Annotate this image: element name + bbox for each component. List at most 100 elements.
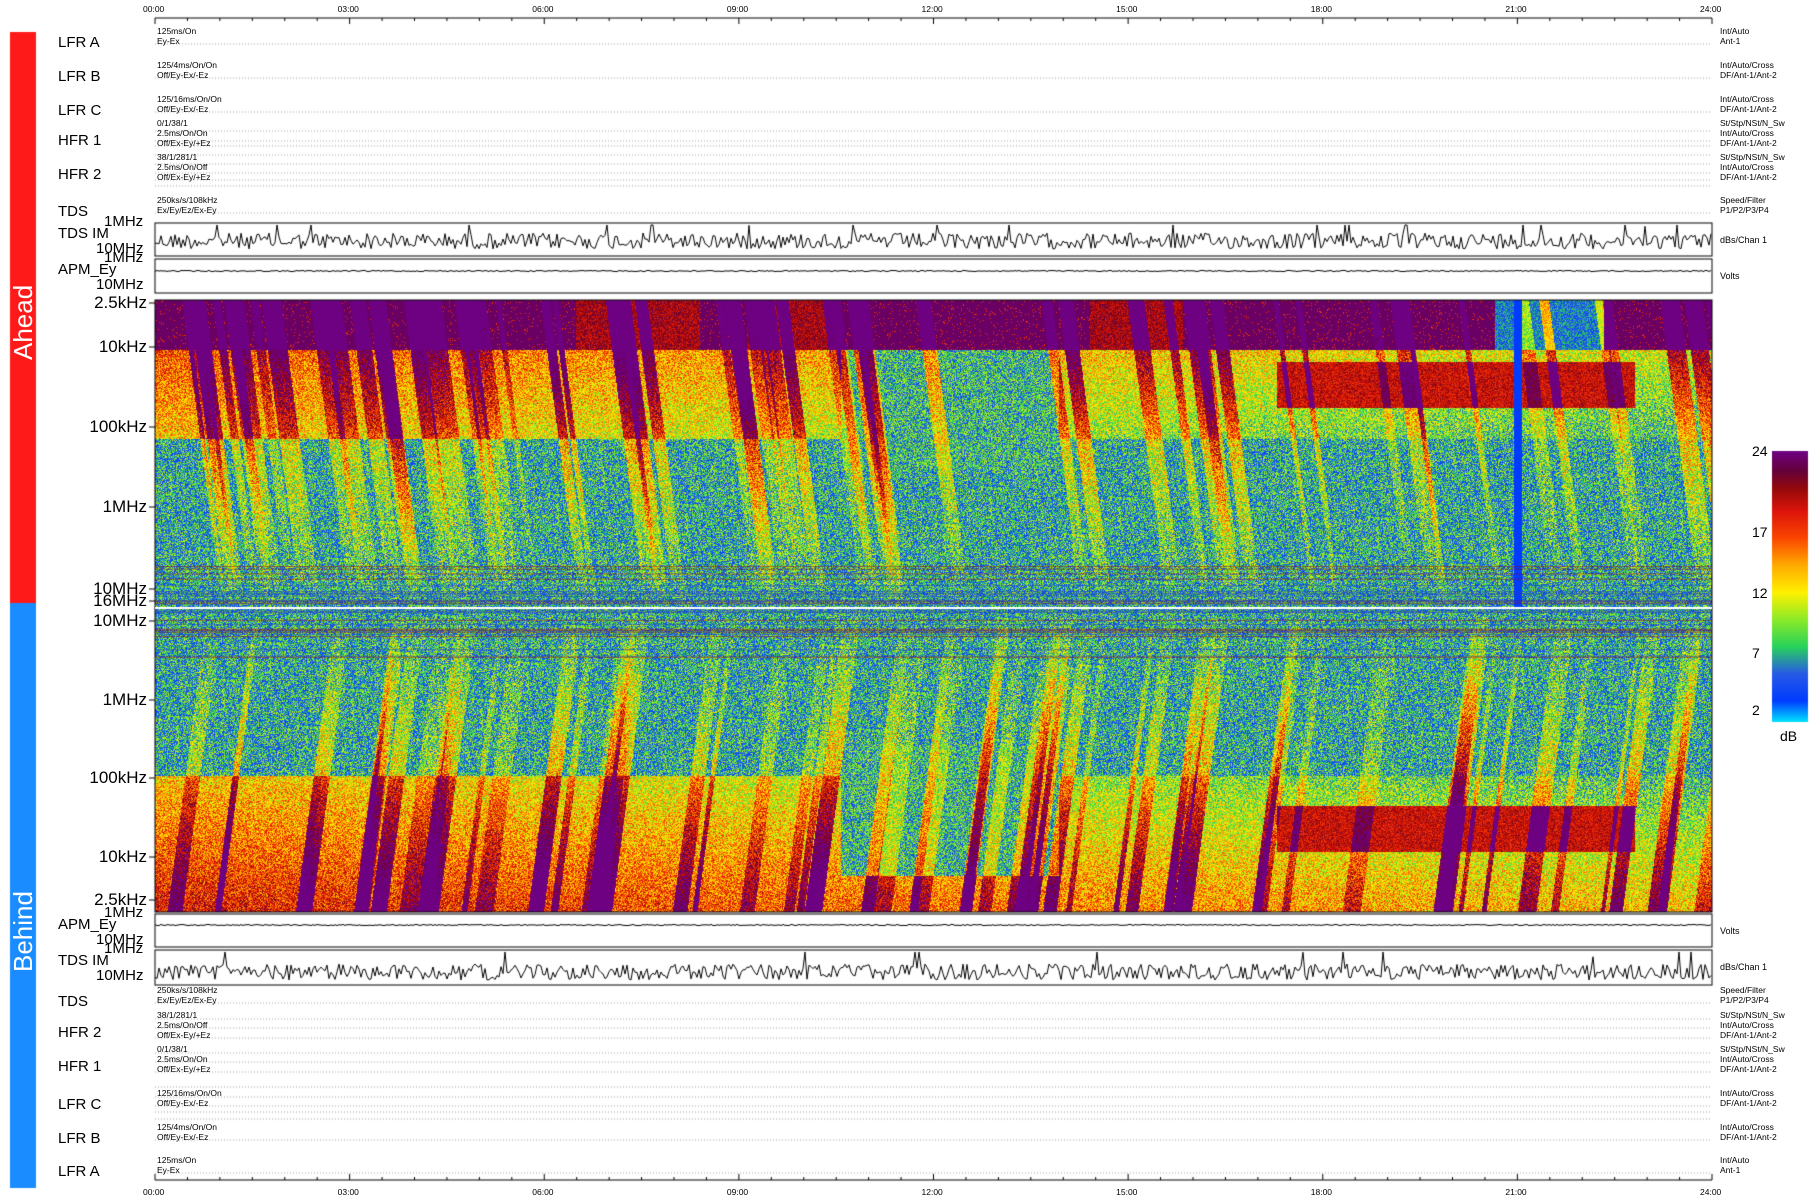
behind-strip-bottom-tick: 10MHz	[96, 967, 144, 984]
ahead-y-tick-label: 16MHz	[93, 591, 147, 610]
time-tick-label-bottom: 00:00	[143, 1187, 165, 1197]
behind-row-label-hfr-2: HFR 2	[58, 1024, 102, 1041]
ahead-row-setting: 125ms/On	[157, 26, 197, 36]
ahead-row-setting: Off/Ey-Ex/-Ez	[157, 104, 209, 114]
behind-row-setting: 0/1/38/1	[157, 1044, 188, 1054]
ahead-row-right-setting: DF/Ant-1/Ant-2	[1720, 104, 1777, 114]
colorbar-unit-label: dB	[1780, 728, 1798, 744]
behind-row-label-lfr-b: LFR B	[58, 1130, 101, 1147]
behind-strip-unit: dBs/Chan 1	[1720, 962, 1768, 972]
ahead-y-tick-label: 10MHz	[93, 579, 147, 598]
ahead-strip-unit: Volts	[1720, 271, 1740, 281]
behind-row-setting: Off/Ex-Ey/+Ez	[157, 1064, 211, 1074]
time-tick-label-bottom: 06:00	[532, 1187, 554, 1197]
time-tick-label-top: 09:00	[726, 4, 749, 14]
ahead-row-setting: 2.5ms/On/Off	[157, 162, 208, 172]
time-tick-label-bottom: 09:00	[726, 1187, 749, 1197]
ahead-row-setting: Ex/Ey/Ez/Ex-Ey	[157, 205, 217, 215]
behind-row-setting: Off/Ey-Ex/-Ez	[157, 1132, 209, 1142]
behind-row-setting: 250ks/s/108kHz	[157, 985, 218, 995]
ahead-row-label-hfr-1: HFR 1	[58, 132, 102, 149]
ahead-strip-label: TDS IM	[58, 225, 109, 242]
behind-row-right-setting: Int/Auto/Cross	[1720, 1088, 1774, 1098]
ahead-row-right-setting: Int/Auto/Cross	[1720, 94, 1774, 104]
ahead-row-label-hfr-2: HFR 2	[58, 166, 102, 183]
behind-row-right-setting: St/Stp/NSt/N_Sw	[1720, 1010, 1785, 1020]
behind-row-setting: 2.5ms/On/Off	[157, 1020, 208, 1030]
ahead-section-label: Ahead	[8, 284, 38, 360]
behind-row-label-hfr-1: HFR 1	[58, 1058, 102, 1075]
ahead-row-setting: 2.5ms/On/On	[157, 128, 208, 138]
ahead-row-right-setting: P1/P2/P3/P4	[1720, 205, 1769, 215]
behind-row-setting: Off/Ey-Ex/-Ez	[157, 1098, 209, 1108]
ahead-row-label-lfr-c: LFR C	[58, 102, 102, 119]
ahead-row-label-tds: TDS	[58, 203, 88, 220]
ahead-strip-bottom-tick: 10MHz	[96, 240, 144, 257]
ahead-strip-top-tick: 1MHz	[104, 213, 144, 230]
ahead-y-tick-label: 10kHz	[98, 337, 147, 356]
colorbar-tick-label: 24	[1752, 443, 1768, 459]
time-tick-label-top: 24:00	[1700, 4, 1722, 14]
behind-row-right-setting: P1/P2/P3/P4	[1720, 995, 1769, 1005]
ahead-row-right-setting: DF/Ant-1/Ant-2	[1720, 70, 1777, 80]
behind-row-right-setting: Speed/Filter	[1720, 985, 1766, 995]
behind-row-right-setting: Ant-1	[1720, 1165, 1741, 1175]
behind-strip-label: TDS IM	[58, 952, 109, 969]
ahead-row-right-setting: Int/Auto/Cross	[1720, 60, 1774, 70]
ahead-row-setting: Off/Ex-Ey/+Ez	[157, 172, 211, 182]
behind-y-tick-label: 10kHz	[98, 847, 147, 866]
behind-section-label: Behind	[8, 891, 38, 972]
time-tick-label-top: 06:00	[532, 4, 554, 14]
behind-strip-bottom-tick: 10MHz	[96, 931, 144, 948]
ahead-strip-unit: dBs/Chan 1	[1720, 235, 1768, 245]
behind-row-label-tds: TDS	[58, 993, 88, 1010]
ahead-y-tick-label: 2.5kHz	[94, 293, 147, 312]
ahead-row-setting: 38/1/281/1	[157, 152, 198, 162]
ahead-row-right-setting: DF/Ant-1/Ant-2	[1720, 172, 1777, 182]
colorbar-tick-label: 2	[1752, 702, 1760, 718]
ahead-row-label-lfr-b: LFR B	[58, 68, 101, 85]
behind-row-right-setting: Int/Auto/Cross	[1720, 1020, 1774, 1030]
behind-y-tick-label: 100kHz	[89, 768, 147, 787]
ahead-row-setting: Ey-Ex	[157, 36, 180, 46]
behind-row-setting: Ey-Ex	[157, 1165, 180, 1175]
behind-row-setting: 38/1/281/1	[157, 1010, 198, 1020]
time-tick-label-top: 18:00	[1310, 4, 1333, 14]
behind-row-right-setting: Int/Auto/Cross	[1720, 1122, 1774, 1132]
behind-row-right-setting: Int/Auto	[1720, 1155, 1750, 1165]
ahead-row-right-setting: Ant-1	[1720, 36, 1741, 46]
ahead-strip-label: APM_Ey	[58, 261, 117, 278]
behind-row-setting: Off/Ex-Ey/+Ez	[157, 1030, 211, 1040]
time-tick-label-bottom: 24:00	[1700, 1187, 1722, 1197]
behind-y-tick-label: 2.5kHz	[94, 890, 147, 909]
time-tick-label-top: 12:00	[921, 4, 943, 14]
ahead-row-right-setting: DF/Ant-1/Ant-2	[1720, 138, 1777, 148]
behind-row-right-setting: DF/Ant-1/Ant-2	[1720, 1098, 1777, 1108]
time-tick-label-bottom: 12:00	[921, 1187, 943, 1197]
ahead-row-setting: Off/Ey-Ex/-Ez	[157, 70, 209, 80]
behind-row-setting: 125/4ms/On/On	[157, 1122, 218, 1132]
ahead-row-setting: 125/16ms/On/On	[157, 94, 222, 104]
time-tick-label-bottom: 18:00	[1310, 1187, 1333, 1197]
time-tick-label-top: 21:00	[1505, 4, 1527, 14]
ahead-row-right-setting: Int/Auto/Cross	[1720, 162, 1774, 172]
behind-row-setting: 125ms/On	[157, 1155, 197, 1165]
ahead-row-setting: Off/Ex-Ey/+Ez	[157, 138, 211, 148]
time-tick-label-top: 00:00	[143, 4, 165, 14]
ahead-row-right-setting: Int/Auto	[1720, 26, 1750, 36]
ahead-row-setting: 0/1/38/1	[157, 118, 188, 128]
behind-row-right-setting: Int/Auto/Cross	[1720, 1054, 1774, 1064]
behind-row-right-setting: DF/Ant-1/Ant-2	[1720, 1064, 1777, 1074]
ahead-row-right-setting: Speed/Filter	[1720, 195, 1766, 205]
behind-y-tick-label: 10MHz	[93, 611, 147, 630]
behind-row-right-setting: DF/Ant-1/Ant-2	[1720, 1132, 1777, 1142]
ahead-row-label-lfr-a: LFR A	[58, 34, 100, 51]
behind-strip-top-tick: 1MHz	[104, 904, 144, 921]
time-tick-label-top: 03:00	[337, 4, 359, 14]
ahead-y-tick-label: 1MHz	[102, 497, 147, 516]
time-tick-label-bottom: 03:00	[337, 1187, 359, 1197]
behind-strip-unit: Volts	[1720, 926, 1740, 936]
ahead-row-right-setting: Int/Auto/Cross	[1720, 128, 1774, 138]
behind-y-tick-label: 1MHz	[102, 690, 147, 709]
behind-strip-label: APM_Ey	[58, 916, 117, 933]
